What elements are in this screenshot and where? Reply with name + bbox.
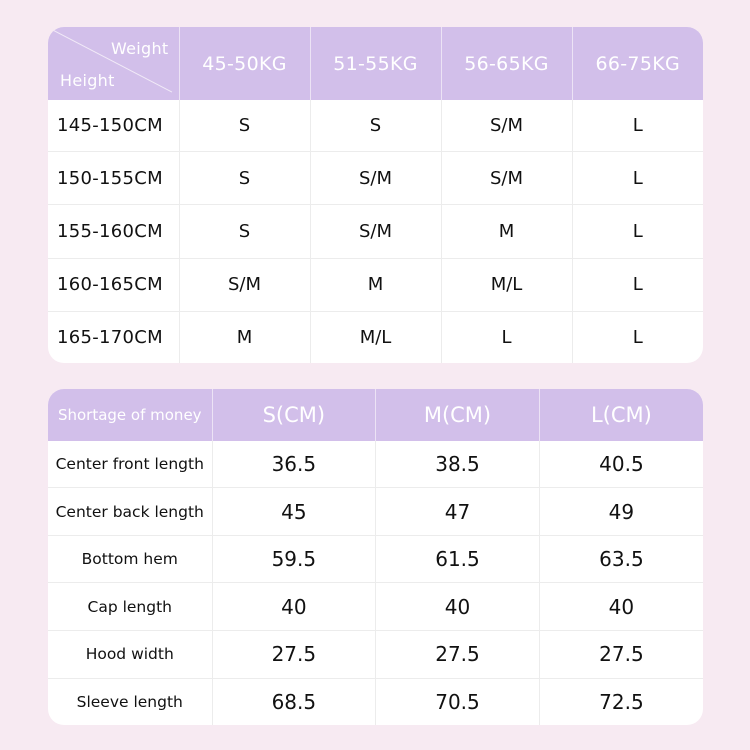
measurement-cell: 59.5 (211, 534, 376, 583)
size-cell: M (440, 204, 572, 259)
measurement-cell: 63.5 (538, 534, 703, 583)
measurement-cell: 70.5 (375, 677, 540, 725)
size-cell: L (571, 100, 703, 152)
measurement-cell: 27.5 (375, 630, 540, 679)
size-cell: S (178, 151, 310, 205)
size-chart-header-row: Weight Height 45-50KG 51-55KG 56-65KG 66… (48, 27, 703, 100)
measurement-cell: 27.5 (211, 630, 376, 679)
size-chart-table: Weight Height 45-50KG 51-55KG 56-65KG 66… (48, 27, 703, 363)
measurement-cell: 27.5 (538, 630, 703, 679)
table-row: 150-155CM S S/M S/M L (48, 151, 703, 205)
measurement-row-label: Bottom hem (48, 534, 212, 583)
size-cell: S (178, 100, 310, 152)
measurement-cell: 61.5 (375, 534, 540, 583)
measurement-chart-table: Shortage of money S(CM) M(CM) L(CM) Cent… (48, 389, 703, 725)
measurement-cell: 36.5 (211, 441, 376, 488)
table-row: 165-170CM M M/L L L (48, 310, 703, 363)
table-row: Cap length 40 40 40 (48, 582, 703, 631)
table-row: 145-150CM S S S/M L (48, 100, 703, 152)
measurement-cell: 38.5 (375, 441, 540, 488)
measurement-row-label: Sleeve length (48, 677, 212, 725)
size-cell: L (571, 151, 703, 205)
height-row-label: 160-165CM (48, 257, 179, 312)
size-cell: L (571, 257, 703, 312)
weight-column-header: 51-55KG (309, 27, 441, 100)
table-row: Sleeve length 68.5 70.5 72.5 (48, 677, 703, 725)
measurement-cell: 72.5 (538, 677, 703, 725)
measurement-cell: 45 (211, 487, 376, 536)
measurement-row-label: Center back length (48, 487, 212, 536)
size-chart-card: Weight Height 45-50KG 51-55KG 56-65KG 66… (48, 27, 703, 363)
measurement-cell: 40 (211, 582, 376, 631)
measurement-row-label: Hood width (48, 630, 212, 679)
size-column-header: M(CM) (375, 389, 540, 441)
table-row: Hood width 27.5 27.5 27.5 (48, 630, 703, 679)
measurement-corner-label: Shortage of money (48, 389, 212, 441)
size-cell: M (178, 310, 310, 363)
weight-column-header: 56-65KG (440, 27, 572, 100)
height-row-label: 165-170CM (48, 310, 179, 363)
measurement-cell: 49 (538, 487, 703, 536)
measurement-cell: 47 (375, 487, 540, 536)
size-cell: S/M (309, 151, 441, 205)
size-cell: L (571, 204, 703, 259)
weight-axis-label: Weight (110, 39, 169, 58)
weight-column-header: 45-50KG (178, 27, 310, 100)
table-row: Center back length 45 47 49 (48, 487, 703, 536)
size-cell: S/M (309, 204, 441, 259)
size-cell: M (309, 257, 441, 312)
measurement-cell: 40 (375, 582, 540, 631)
size-cell: M/L (440, 257, 572, 312)
measurement-header-row: Shortage of money S(CM) M(CM) L(CM) (48, 389, 703, 441)
size-cell: S/M (440, 151, 572, 205)
measurement-row-label: Center front length (55, 455, 204, 474)
size-cell: S/M (440, 100, 572, 152)
size-column-header: L(CM) (538, 389, 703, 441)
size-chart-corner-cell: Weight Height (48, 27, 179, 100)
table-row: Center front length 36.5 38.5 40.5 (48, 441, 703, 488)
measurement-cell: 40.5 (538, 441, 703, 488)
size-column-header: S(CM) (211, 389, 376, 441)
size-cell: S (178, 204, 310, 259)
table-row: 160-165CM S/M M M/L L (48, 257, 703, 312)
size-cell: S (309, 100, 441, 152)
size-cell: S/M (178, 257, 310, 312)
measurement-cell: 68.5 (211, 677, 376, 725)
height-row-label: 150-155CM (48, 151, 179, 205)
measurement-row-label: Cap length (48, 582, 212, 631)
height-axis-label: Height (60, 71, 115, 90)
height-row-label: 145-150CM (57, 115, 164, 137)
height-row-label: 155-160CM (48, 204, 179, 259)
size-cell: M/L (309, 310, 441, 363)
measurement-chart-card: Shortage of money S(CM) M(CM) L(CM) Cent… (48, 389, 703, 725)
weight-column-header: 66-75KG (571, 27, 703, 100)
table-row: Bottom hem 59.5 61.5 63.5 (48, 534, 703, 583)
size-cell: L (440, 310, 572, 363)
size-cell: L (571, 310, 703, 363)
measurement-cell: 40 (538, 582, 703, 631)
table-row: 155-160CM S S/M M L (48, 204, 703, 259)
